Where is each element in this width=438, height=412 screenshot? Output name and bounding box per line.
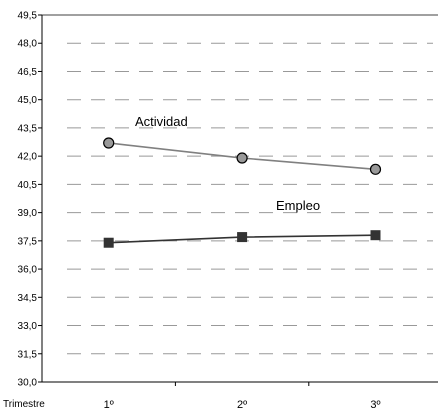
y-tick-label: 31,5 bbox=[18, 349, 38, 360]
y-tick-label: 33,0 bbox=[18, 321, 38, 332]
y-tick-label: 34,5 bbox=[18, 293, 38, 304]
data-point bbox=[236, 152, 248, 164]
data-point bbox=[103, 237, 114, 248]
x-tick-label: 3º bbox=[370, 399, 380, 411]
y-tick-label: 48,0 bbox=[18, 39, 38, 50]
y-tick-label: 40,5 bbox=[18, 180, 38, 191]
y-tick-label: 46,5 bbox=[18, 67, 38, 78]
y-tick-label: 49,5 bbox=[18, 11, 38, 22]
y-tick-label: 43,5 bbox=[18, 123, 38, 134]
y-tick-label: 37,5 bbox=[18, 236, 38, 247]
axes bbox=[38, 14, 438, 386]
y-tick-label: 45,0 bbox=[18, 95, 38, 106]
x-tick-label: 1º bbox=[104, 399, 114, 411]
y-tick-label: 36,0 bbox=[18, 265, 38, 276]
x-axis-title: Trimestre bbox=[3, 399, 45, 410]
series-label: Empleo bbox=[276, 198, 320, 213]
labels: 30,0 31,5 33,0 34,5 36,0 37,5 39,0 40,5 42,0 43,5… bbox=[3, 11, 381, 412]
data-point bbox=[237, 232, 248, 243]
x-tick-label: 2º bbox=[237, 399, 247, 411]
data-point bbox=[369, 163, 382, 175]
data-point bbox=[103, 137, 115, 149]
data-point bbox=[370, 230, 381, 241]
y-tick-label: 30,0 bbox=[18, 378, 38, 389]
gridlines bbox=[67, 42, 433, 355]
y-tick-label: 39,0 bbox=[18, 208, 38, 219]
y-tick-label: 42,0 bbox=[18, 152, 38, 163]
series-label: Actividad bbox=[135, 114, 188, 129]
series-group bbox=[103, 137, 382, 248]
